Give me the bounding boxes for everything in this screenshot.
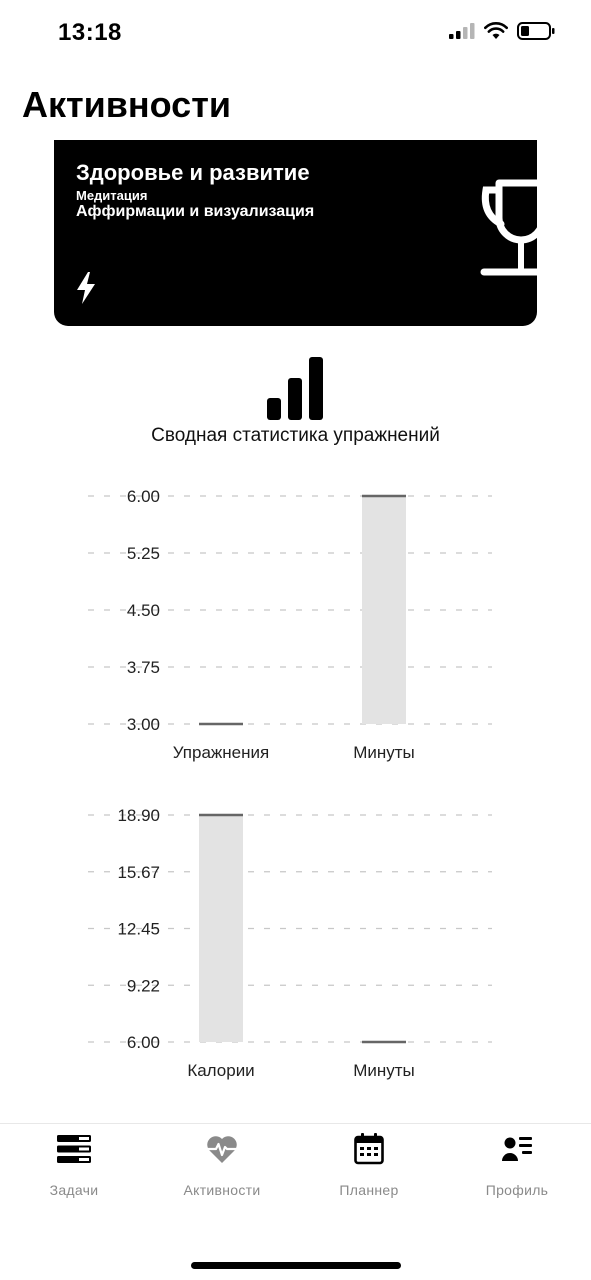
tab-tasks[interactable]: Задачи [14,1134,134,1198]
bar-chart-icon [266,356,324,425]
y-tick-label: 6.00 [127,1033,160,1052]
x-category-label: Минуты [353,1061,415,1080]
tab-profile[interactable]: Профиль [457,1134,577,1198]
stats-charts: 6.00 5.25 4.50 3.75 3.00 Упражнения Минуты 18.9… [88,487,492,1080]
summary-title: Сводная статистика упражнений [151,425,440,446]
tab-profile-label: Профиль [485,1182,549,1198]
activity-card[interactable]: Здоровье и развитие Медитация Аффирмации… [54,140,562,326]
tab-tasks-label: Задачи [49,1182,99,1198]
x-category-label: Калории [187,1061,254,1080]
status-icons [449,22,555,45]
y-tick-label: 3.00 [127,715,160,734]
tasks-icon [57,1134,91,1168]
page-title: Активности [22,84,231,125]
calendar-icon [354,1132,384,1170]
tab-planner[interactable]: Планнер [309,1132,429,1198]
x-category-label: Минуты [353,743,415,762]
trophy-icon [476,178,566,283]
y-tick-label: 15.67 [117,863,160,882]
y-tick-label: 5.25 [127,544,160,563]
heart-pulse-icon [206,1134,238,1169]
wifi-icon [484,22,508,45]
y-tick-label: 4.50 [127,601,160,620]
y-tick-label: 12.45 [117,920,160,939]
y-tick-label: 3.75 [127,658,160,677]
tab-activities-label: Активности [183,1182,261,1198]
profile-icon [502,1136,532,1167]
signal-icon [449,23,475,44]
card-category: Медитация [76,188,148,203]
x-category-label: Упражнения [173,743,269,762]
home-indicator [191,1262,401,1269]
card-title: Здоровье и развитие [76,160,310,185]
status-time: 13:18 [58,19,122,46]
tab-planner-label: Планнер [339,1182,399,1198]
y-tick-label: 18.90 [117,806,160,825]
card-activity: Аффирмации и визуализация [76,203,315,220]
y-tick-label: 9.22 [127,976,160,995]
bar [362,496,406,724]
battery-icon [517,22,555,45]
lightning-icon [76,272,96,309]
tab-bar: Задачи Активности [0,1123,591,1233]
y-tick-label: 6.00 [127,487,160,506]
tab-activities[interactable]: Активности [162,1134,282,1198]
bar [199,815,243,1042]
